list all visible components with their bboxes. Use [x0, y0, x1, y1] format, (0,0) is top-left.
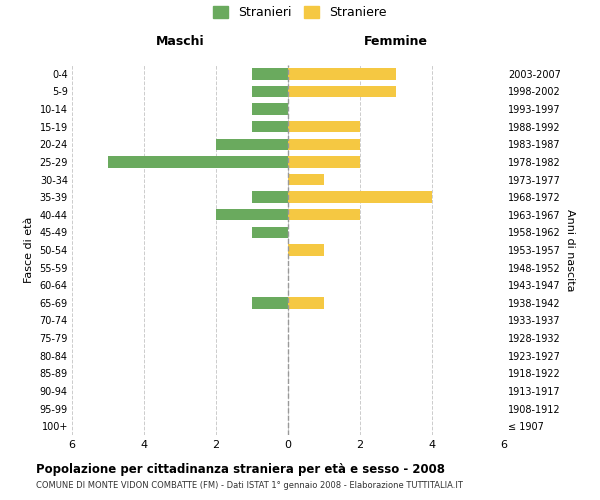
Bar — [252, 86, 288, 97]
Bar — [216, 138, 288, 150]
Text: Femmine: Femmine — [364, 36, 428, 49]
Bar — [288, 156, 360, 168]
Bar — [288, 297, 324, 308]
Bar — [252, 297, 288, 308]
Bar — [288, 209, 360, 220]
Bar — [108, 156, 288, 168]
Bar — [288, 86, 396, 97]
Bar — [252, 226, 288, 238]
Bar — [252, 192, 288, 203]
Text: Popolazione per cittadinanza straniera per età e sesso - 2008: Popolazione per cittadinanza straniera p… — [36, 462, 445, 475]
Bar — [288, 138, 360, 150]
Bar — [288, 192, 432, 203]
Text: COMUNE DI MONTE VIDON COMBATTE (FM) - Dati ISTAT 1° gennaio 2008 - Elaborazione : COMUNE DI MONTE VIDON COMBATTE (FM) - Da… — [36, 481, 463, 490]
Legend: Stranieri, Straniere: Stranieri, Straniere — [213, 6, 387, 19]
Bar — [288, 174, 324, 185]
Bar — [252, 104, 288, 115]
Y-axis label: Anni di nascita: Anni di nascita — [565, 209, 575, 291]
Bar — [288, 244, 324, 256]
Text: Maschi: Maschi — [155, 36, 205, 49]
Bar — [288, 68, 396, 80]
Bar — [252, 121, 288, 132]
Bar — [288, 121, 360, 132]
Bar — [216, 209, 288, 220]
Bar — [252, 68, 288, 80]
Y-axis label: Fasce di età: Fasce di età — [24, 217, 34, 283]
